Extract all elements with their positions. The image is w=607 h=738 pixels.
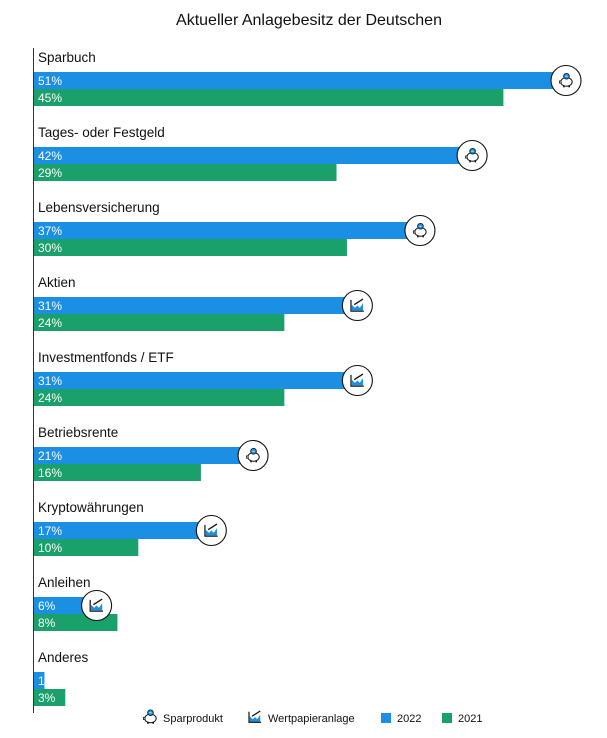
piggy-bank-icon <box>465 147 479 163</box>
category-label: Betriebsrente <box>38 425 118 440</box>
piggy-bank-icon <box>559 72 573 88</box>
bar-2021 <box>34 464 201 481</box>
legend-swatch-2022 <box>381 713 391 723</box>
legend-label-2022: 2022 <box>397 713 421 725</box>
value-label-2021: 8% <box>38 616 56 630</box>
bar-2021 <box>34 314 285 331</box>
value-label-2021: 24% <box>38 391 62 405</box>
category-label: Aktien <box>38 275 76 290</box>
category-label: Lebensversicherung <box>38 200 160 215</box>
stock-chart-icon <box>350 298 364 312</box>
bar-2022 <box>34 447 254 464</box>
bar-2021 <box>34 539 139 556</box>
legend-label-sparprodukt: Sparprodukt <box>163 713 223 725</box>
category-label: Kryptowährungen <box>38 500 144 515</box>
legend-label-2021: 2021 <box>458 713 482 725</box>
value-label-2021: 30% <box>38 241 62 255</box>
chart-title: Aktueller Anlagebesitz der Deutschen <box>176 12 442 29</box>
piggy-bank-icon <box>413 222 427 238</box>
bar-2022 <box>34 297 358 314</box>
category-label: Tages- oder Festgeld <box>38 125 165 140</box>
piggy-bank-icon <box>143 709 157 724</box>
stock-chart-icon <box>204 523 218 537</box>
value-label-2022: 1% <box>38 674 56 688</box>
value-label-2022: 17% <box>38 524 62 538</box>
category-label: Anderes <box>38 650 89 665</box>
bars-group: Sparbuch 51% 45% Tages- oder Festgeld 42% 29%… <box>34 50 582 706</box>
bar-2022 <box>34 597 97 614</box>
bar-2022 <box>34 522 212 539</box>
legend: Sparprodukt Wertpapieranlage 2022 2021 <box>143 709 482 725</box>
value-label-2021: 29% <box>38 166 62 180</box>
value-label-2022: 31% <box>38 299 62 313</box>
value-label-2021: 3% <box>38 691 56 705</box>
category-label: Anleihen <box>38 575 91 590</box>
stock-chart-icon <box>89 598 103 612</box>
stock-chart-icon <box>248 710 261 723</box>
value-label-2022: 6% <box>38 599 56 613</box>
category-label: Investmentfonds / ETF <box>38 350 174 365</box>
bar-2021 <box>34 89 504 106</box>
piggy-bank-icon <box>246 447 260 463</box>
legend-swatch-2021 <box>442 713 452 723</box>
bar-2021 <box>34 389 285 406</box>
bar-2022 <box>34 72 566 89</box>
bar-2021 <box>34 239 347 256</box>
bar-2022 <box>34 222 420 239</box>
value-label-2021: 45% <box>38 91 62 105</box>
category-label: Sparbuch <box>38 50 96 65</box>
value-label-2021: 24% <box>38 316 62 330</box>
value-label-2022: 37% <box>38 224 62 238</box>
value-label-2022: 51% <box>38 74 62 88</box>
value-label-2022: 21% <box>38 449 62 463</box>
bar-2021 <box>34 164 337 181</box>
value-label-2021: 16% <box>38 466 62 480</box>
bar-2021 <box>34 689 66 706</box>
stock-chart-icon <box>350 373 364 387</box>
value-label-2022: 31% <box>38 374 62 388</box>
bar-2022 <box>34 147 473 164</box>
bar-2022 <box>34 672 45 689</box>
value-label-2022: 42% <box>38 149 62 163</box>
bar-2022 <box>34 372 358 389</box>
value-label-2021: 10% <box>38 541 62 555</box>
legend-label-wertpapieranlage: Wertpapieranlage <box>268 713 355 725</box>
